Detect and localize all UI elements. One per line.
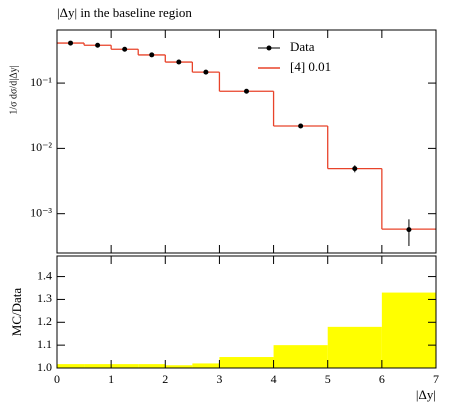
ratio-bar xyxy=(57,364,85,368)
chart-title: |Δy| in the baseline region xyxy=(57,5,192,20)
ratio-bar xyxy=(273,345,328,368)
ratio-bar xyxy=(192,363,220,368)
x-tick-label: 5 xyxy=(325,372,331,386)
ratio-bar xyxy=(327,326,382,368)
ratio-y-tick-label: 1.2 xyxy=(37,314,52,328)
y-tick-label: 10⁻¹ xyxy=(30,75,52,89)
data-point xyxy=(244,88,249,94)
legend-data-marker xyxy=(266,45,272,51)
ratio-bar xyxy=(381,292,436,368)
data-point xyxy=(298,123,304,129)
ratio-frame xyxy=(56,255,437,369)
data-point xyxy=(176,59,182,65)
ratio-bar xyxy=(111,364,139,368)
x-tick-label: 2 xyxy=(162,372,168,386)
ratio-bar xyxy=(219,357,274,368)
x-tick-label: 6 xyxy=(379,372,385,386)
x-axis-label: |Δy| xyxy=(416,387,436,402)
x-tick-label: 0 xyxy=(54,372,60,386)
y-axis-label: 1/σ dσ/d|Δy| xyxy=(8,65,19,114)
ratio-y-tick-label: 1.0 xyxy=(37,360,52,374)
legend-label: [4] 0.01 xyxy=(290,59,331,74)
ratio-y-tick-label: 1.3 xyxy=(37,291,52,305)
x-tick-label: 1 xyxy=(108,372,114,386)
ratio-bar xyxy=(165,365,193,368)
data-point xyxy=(68,40,74,46)
ratio-y-tick-label: 1.1 xyxy=(37,337,52,351)
y-tick-label: 10⁻² xyxy=(30,140,52,154)
ratio-y-tick-label: 1.4 xyxy=(37,268,52,282)
ratio-bar xyxy=(84,364,112,368)
main-frame xyxy=(56,29,437,254)
x-tick-label: 7 xyxy=(433,372,439,386)
data-point xyxy=(203,69,209,75)
legend-label: Data xyxy=(290,39,315,54)
data-point xyxy=(122,46,128,52)
x-tick-label: 3 xyxy=(216,372,222,386)
data-point xyxy=(406,227,412,233)
data-point xyxy=(352,166,358,172)
ratio-bar xyxy=(138,364,166,368)
data-point xyxy=(95,42,101,48)
data-point xyxy=(149,52,155,58)
y-tick-label: 10⁻³ xyxy=(30,205,52,219)
ratio-y-axis-label: MC/Data xyxy=(9,288,24,337)
x-tick-label: 4 xyxy=(271,372,277,386)
